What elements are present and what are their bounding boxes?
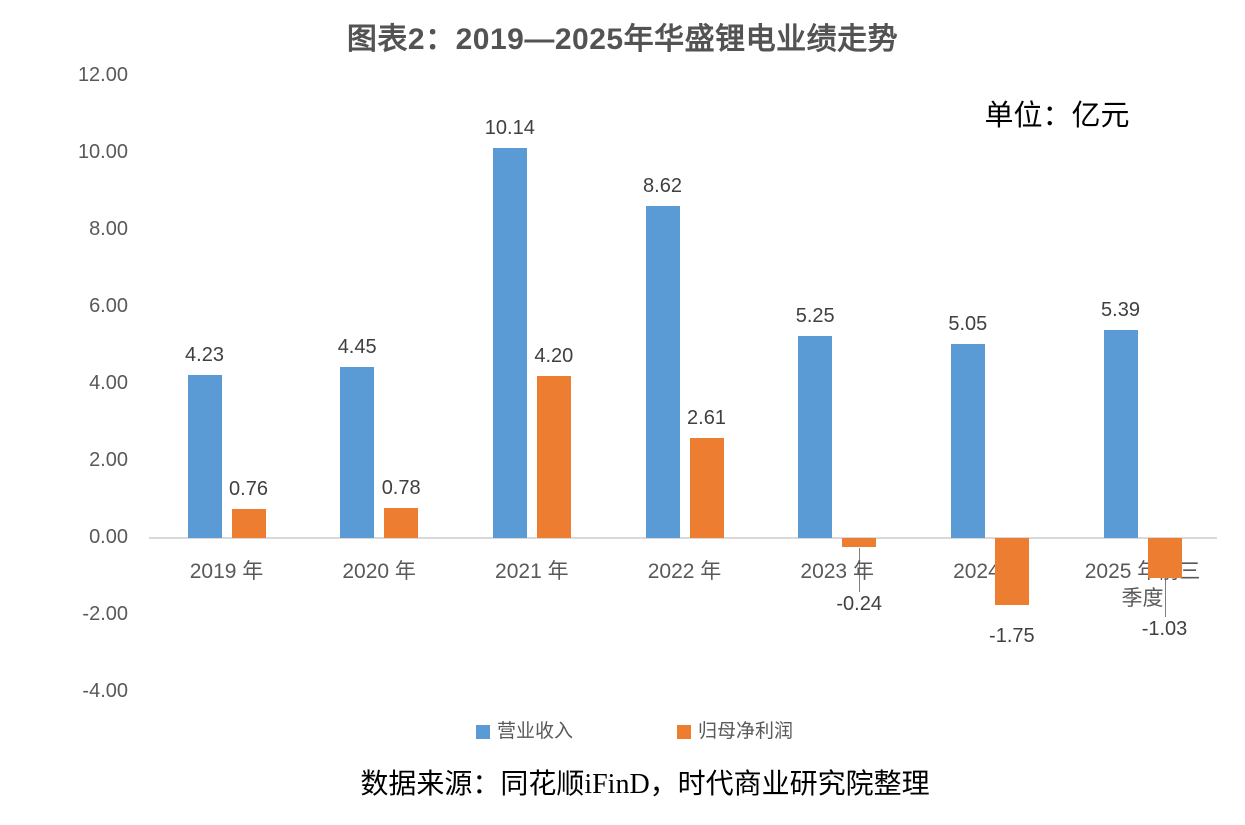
bar-data-label: -1.75 bbox=[989, 625, 1035, 648]
bar-data-label: 0.78 bbox=[381, 476, 421, 499]
legend-label: 归母净利润 bbox=[698, 721, 794, 742]
x-axis-category-label: 2025 年前三 季度 bbox=[1084, 560, 1201, 610]
revenue-bar bbox=[798, 335, 833, 538]
legend-item: 归母净利润 bbox=[677, 720, 793, 744]
y-axis-tick-label: 8.00 bbox=[89, 218, 128, 240]
chart-title: 图表2：2019—2025年华盛锂电业绩走势 bbox=[346, 23, 899, 56]
bar-data-label: 8.62 bbox=[643, 175, 682, 198]
bar-data-label: 4.45 bbox=[337, 335, 377, 358]
net-profit-bar bbox=[384, 507, 419, 538]
legend-swatch-icon bbox=[677, 725, 691, 739]
net-profit-bar bbox=[842, 538, 877, 548]
legend-swatch-icon bbox=[476, 725, 490, 739]
x-axis-category-label: 2023 年 bbox=[800, 560, 874, 583]
revenue-bar bbox=[187, 375, 222, 538]
y-axis-tick-label: -4.00 bbox=[82, 680, 128, 702]
bar-data-label: 4.20 bbox=[534, 345, 574, 368]
x-axis-category-label: 2020 年 bbox=[342, 560, 416, 583]
bar-data-label: 5.05 bbox=[948, 312, 988, 335]
y-axis-tick-label: 2.00 bbox=[89, 449, 128, 471]
net-profit-bar bbox=[536, 376, 571, 538]
net-profit-bar bbox=[689, 437, 724, 538]
bar-data-label: -0.24 bbox=[836, 593, 882, 616]
net-profit-bar bbox=[994, 538, 1029, 606]
y-axis-tick-label: 4.00 bbox=[89, 372, 128, 394]
data-source-caption: 数据来源：同花顺iFinD，时代商业研究院整理 bbox=[360, 769, 930, 800]
y-axis-tick-label: 6.00 bbox=[89, 295, 128, 317]
y-axis-tick-label: -2.00 bbox=[82, 603, 128, 625]
revenue-bar bbox=[492, 147, 527, 538]
x-axis-category-label: 2024 年 bbox=[953, 560, 1027, 583]
y-axis-tick-label: 0.00 bbox=[89, 526, 128, 548]
revenue-bar bbox=[340, 366, 375, 538]
net-profit-bar bbox=[1147, 538, 1182, 578]
bar-data-label: -1.03 bbox=[1141, 617, 1188, 640]
unit-label: 单位：亿元 bbox=[984, 100, 1130, 132]
y-axis-tick-label: 12.00 bbox=[77, 64, 128, 86]
bar-data-label: 5.25 bbox=[795, 304, 835, 327]
bar-data-label: 4.23 bbox=[185, 344, 224, 367]
revenue-bar bbox=[1103, 330, 1138, 538]
revenue-bar bbox=[950, 343, 985, 538]
x-axis-category-label: 2022 年 bbox=[647, 560, 722, 583]
x-axis-line bbox=[149, 537, 1217, 539]
x-axis-category-label: 2019 年 bbox=[189, 560, 264, 583]
net-profit-bar bbox=[231, 508, 266, 538]
bar-data-label: 2.61 bbox=[687, 406, 726, 429]
bar-data-label: 5.39 bbox=[1101, 299, 1140, 322]
bar-data-label: 0.76 bbox=[229, 477, 268, 500]
chart-legend: 营业收入 归母净利润 bbox=[0, 720, 1245, 744]
bar-data-label: 10.14 bbox=[484, 116, 535, 139]
x-axis-category-label: 2021 年 bbox=[495, 560, 569, 583]
legend-label: 营业收入 bbox=[497, 721, 574, 742]
y-axis-tick-label: 10.00 bbox=[77, 141, 128, 163]
revenue-bar bbox=[645, 206, 680, 538]
negative-label-leader-line bbox=[859, 548, 861, 592]
negative-label-leader-line bbox=[1164, 578, 1166, 617]
legend-item: 营业收入 bbox=[476, 720, 573, 744]
